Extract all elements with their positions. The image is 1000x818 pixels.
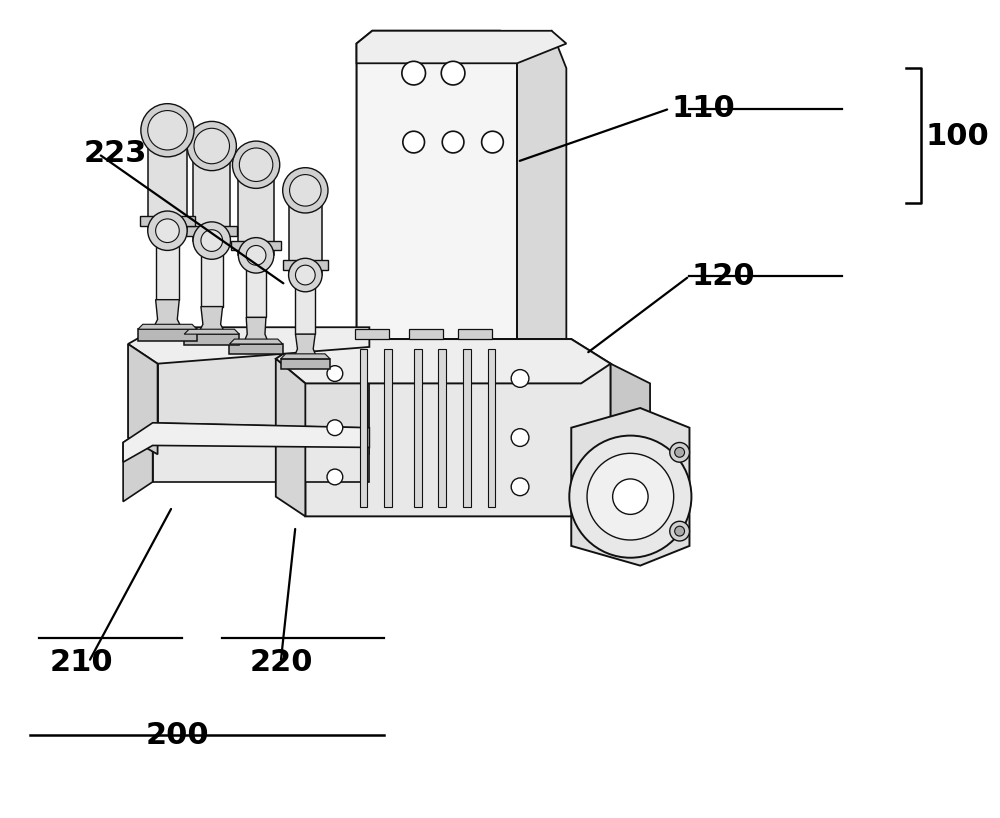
Circle shape	[511, 478, 529, 496]
Polygon shape	[571, 408, 689, 565]
Circle shape	[511, 429, 529, 447]
Polygon shape	[146, 118, 189, 142]
Polygon shape	[229, 339, 283, 344]
Circle shape	[402, 61, 425, 85]
Circle shape	[295, 265, 315, 285]
Polygon shape	[414, 349, 422, 506]
Polygon shape	[295, 275, 315, 334]
Polygon shape	[357, 31, 566, 63]
Polygon shape	[463, 349, 471, 506]
Polygon shape	[305, 359, 566, 457]
Polygon shape	[281, 354, 330, 359]
Circle shape	[141, 104, 194, 157]
Polygon shape	[237, 154, 275, 176]
Polygon shape	[283, 260, 328, 270]
Polygon shape	[231, 240, 281, 250]
Polygon shape	[128, 344, 158, 454]
Polygon shape	[384, 349, 392, 506]
Circle shape	[283, 168, 328, 213]
Polygon shape	[276, 339, 611, 384]
Polygon shape	[158, 327, 369, 454]
Circle shape	[187, 121, 236, 171]
Polygon shape	[276, 359, 305, 516]
Polygon shape	[409, 329, 443, 339]
Circle shape	[403, 131, 425, 153]
Polygon shape	[229, 344, 283, 354]
Circle shape	[670, 521, 689, 541]
Circle shape	[148, 110, 187, 150]
Polygon shape	[243, 317, 269, 344]
Polygon shape	[153, 423, 369, 482]
Polygon shape	[140, 216, 195, 226]
Circle shape	[675, 447, 685, 457]
Polygon shape	[201, 240, 223, 307]
Polygon shape	[198, 307, 226, 334]
Polygon shape	[128, 327, 369, 364]
Polygon shape	[294, 334, 317, 359]
Circle shape	[613, 479, 648, 515]
Text: 100: 100	[926, 122, 990, 151]
Polygon shape	[360, 349, 367, 506]
Circle shape	[670, 443, 689, 462]
Polygon shape	[193, 157, 230, 240]
Text: 200: 200	[146, 721, 209, 749]
Polygon shape	[138, 324, 197, 329]
Text: 220: 220	[249, 648, 313, 676]
Polygon shape	[156, 231, 179, 299]
Circle shape	[193, 222, 230, 259]
Circle shape	[232, 141, 280, 188]
Circle shape	[239, 148, 273, 182]
Polygon shape	[184, 329, 239, 334]
Circle shape	[327, 366, 343, 381]
Circle shape	[675, 526, 685, 536]
Circle shape	[482, 131, 503, 153]
Polygon shape	[246, 255, 266, 317]
Circle shape	[246, 245, 266, 265]
Polygon shape	[458, 329, 492, 339]
Circle shape	[201, 230, 223, 251]
Circle shape	[442, 131, 464, 153]
Polygon shape	[153, 299, 182, 329]
Text: 120: 120	[691, 262, 755, 290]
Polygon shape	[611, 364, 650, 511]
Circle shape	[569, 436, 691, 558]
Polygon shape	[305, 359, 357, 438]
Polygon shape	[517, 359, 566, 443]
Polygon shape	[192, 134, 231, 157]
Circle shape	[290, 174, 321, 206]
Polygon shape	[123, 423, 153, 501]
Polygon shape	[123, 423, 369, 462]
Text: 210: 210	[49, 648, 113, 676]
Polygon shape	[288, 179, 323, 200]
Circle shape	[511, 370, 529, 388]
Polygon shape	[138, 329, 197, 341]
Circle shape	[148, 211, 187, 250]
Circle shape	[156, 219, 179, 243]
Polygon shape	[281, 359, 330, 369]
Polygon shape	[488, 349, 495, 506]
Polygon shape	[438, 349, 446, 506]
Polygon shape	[357, 31, 517, 374]
Circle shape	[327, 469, 343, 485]
Text: 110: 110	[672, 94, 735, 123]
Text: 223: 223	[84, 139, 147, 169]
Circle shape	[238, 237, 274, 273]
Polygon shape	[238, 176, 274, 255]
Circle shape	[441, 61, 465, 85]
Polygon shape	[355, 329, 389, 339]
Circle shape	[194, 128, 229, 164]
Circle shape	[289, 258, 322, 292]
Polygon shape	[184, 334, 239, 345]
Polygon shape	[517, 31, 566, 398]
Polygon shape	[148, 142, 187, 231]
Polygon shape	[186, 226, 237, 236]
Polygon shape	[305, 339, 611, 516]
Circle shape	[587, 453, 674, 540]
Polygon shape	[289, 200, 322, 275]
Circle shape	[327, 420, 343, 436]
